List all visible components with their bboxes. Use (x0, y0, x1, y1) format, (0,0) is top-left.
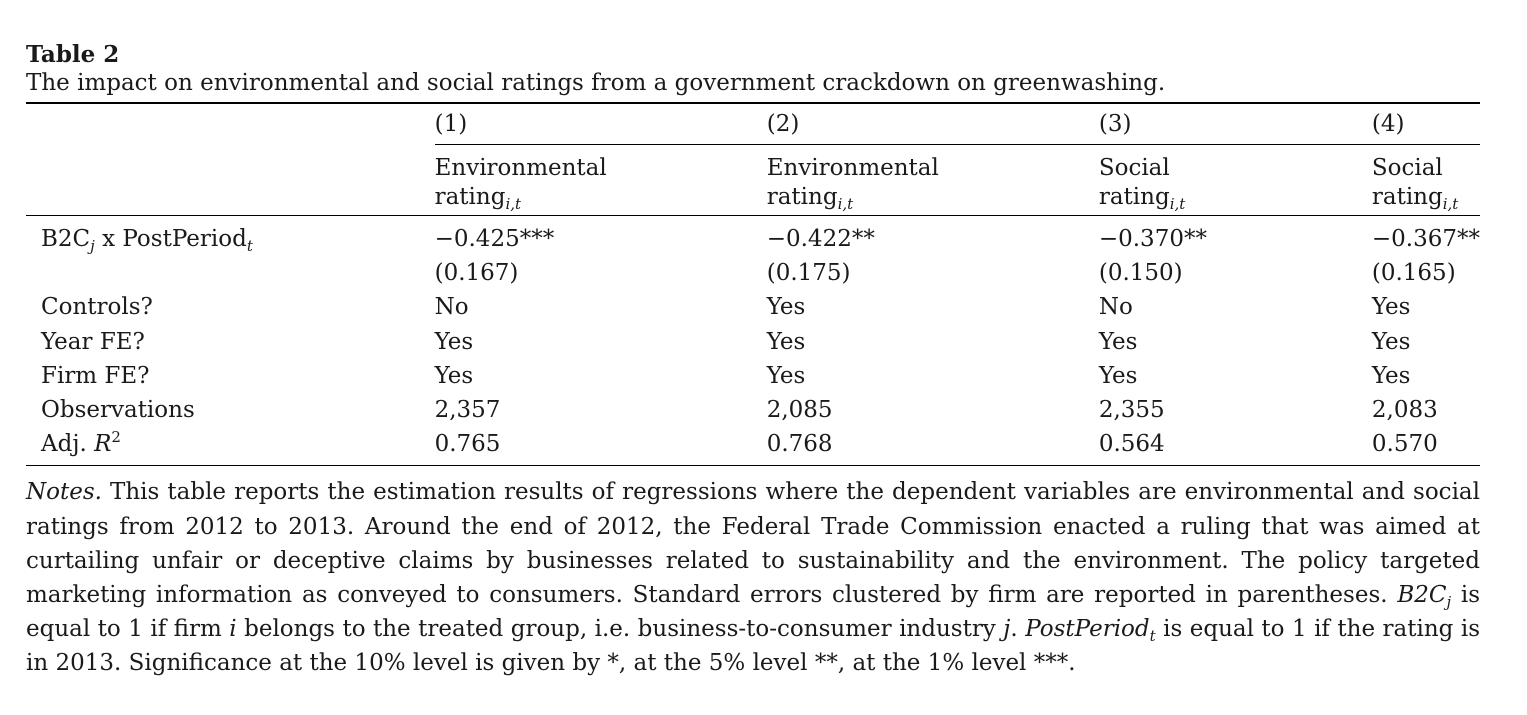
row-label: Observations (41, 397, 195, 424)
standard-error-row: (0.167) (0.175) (0.150) (0.165) (26, 256, 1480, 290)
stub-header (26, 102, 435, 145)
row-label: Adj. R2 (26, 427, 435, 467)
column-title: Environmental ratingi,t (434, 144, 767, 216)
row-label: Year FE? (41, 328, 145, 355)
coefficient-cell: −0.370** (1098, 215, 1372, 257)
table-notes: Notes. This table reports the estimation… (26, 479, 1481, 677)
dv-name: rating (1098, 184, 1170, 210)
column-title: Environmental ratingi,t (766, 144, 1099, 216)
table-cell: Yes (1371, 294, 1411, 321)
se-cell: (0.167) (434, 260, 519, 287)
controls-row: Controls? No Yes No Yes (26, 290, 1480, 324)
dv-subscript: i,t (1442, 195, 1459, 213)
column-title-sub: ratingi,t (1371, 183, 1480, 213)
table-figure: Table 2 The impact on environmental and … (26, 40, 1480, 681)
table-label: Table 2 (26, 41, 120, 68)
column-title: Social ratingi,t (1098, 144, 1372, 216)
dv-subscript: i,t (505, 195, 522, 213)
table-cell: Yes (766, 362, 806, 389)
table-cell: Yes (1098, 362, 1138, 389)
column-number: (1) (434, 102, 767, 145)
row-label (26, 256, 435, 290)
dv-subscript: i,t (837, 195, 854, 213)
table-cell: Yes (766, 294, 806, 321)
table-cell: 2,355 (1098, 397, 1165, 424)
table-cell: Yes (1371, 362, 1411, 389)
se-cell: (0.165) (1371, 260, 1456, 287)
table-caption: The impact on environmental and social r… (26, 70, 1166, 96)
year-fe-row: Year FE? Yes Yes Yes Yes (26, 325, 1480, 359)
row-label: Controls? (41, 294, 153, 321)
column-title-main: Environmental (766, 155, 939, 181)
se-cell: (0.150) (1098, 260, 1183, 287)
observations-row: Observations 2,357 2,085 2,355 2,083 (26, 393, 1480, 427)
table-cell: 2,083 (1371, 397, 1438, 424)
column-title-sub: ratingi,t (1098, 183, 1372, 213)
coefficient-cell: −0.367** (1371, 215, 1480, 257)
table-cell: Yes (1371, 328, 1411, 355)
dv-name: rating (434, 184, 506, 210)
dv-name: rating (766, 184, 838, 210)
table-cell: Yes (434, 328, 474, 355)
column-title-row: Environmental ratingi,t Environmental ra… (26, 144, 1480, 216)
column-title-main: Social (1371, 155, 1443, 181)
se-cell: (0.175) (766, 260, 851, 287)
regression-table: (1) (2) (3) (4) Environmental ratingi,t … (26, 102, 1480, 467)
column-number-row: (1) (2) (3) (4) (26, 102, 1480, 145)
stub-header (26, 145, 435, 216)
column-number: (3) (1098, 102, 1372, 145)
column-title-main: Environmental (434, 155, 607, 181)
row-label: Firm FE? (41, 362, 150, 389)
table-cell: Yes (1098, 328, 1138, 355)
table-cell: No (1098, 294, 1133, 321)
table-cell: 2,085 (766, 397, 833, 424)
dv-subscript: i,t (1169, 195, 1186, 213)
column-number: (2) (766, 102, 1099, 145)
firm-fe-row: Firm FE? Yes Yes Yes Yes (26, 359, 1480, 393)
table-cell: No (434, 294, 469, 321)
column-number: (4) (1371, 102, 1480, 145)
table-cell: 0.570 (1371, 427, 1480, 467)
table-cell: Yes (766, 328, 806, 355)
table-cell: 0.564 (1098, 427, 1372, 467)
coefficient-cell: −0.422** (766, 215, 1099, 257)
table-cell: Yes (434, 362, 474, 389)
column-title-main: Social (1098, 155, 1170, 181)
column-title-sub: ratingi,t (434, 183, 767, 213)
coefficient-cell: −0.425*** (434, 215, 767, 257)
table-cell: 2,357 (434, 397, 501, 424)
row-label: B2Cj x PostPeriodt (26, 215, 435, 257)
column-title: Social ratingi,t (1371, 144, 1480, 216)
dv-name: rating (1371, 184, 1443, 210)
table-cell: 0.768 (766, 427, 1099, 467)
column-title-sub: ratingi,t (766, 183, 1099, 213)
r-squared-row: Adj. R2 0.765 0.768 0.564 0.570 (26, 427, 1480, 467)
table-cell: 0.765 (434, 427, 767, 467)
notes-lead: Notes. (26, 479, 102, 506)
coefficient-row: B2Cj x PostPeriodt −0.425*** −0.422** −0… (26, 215, 1480, 257)
